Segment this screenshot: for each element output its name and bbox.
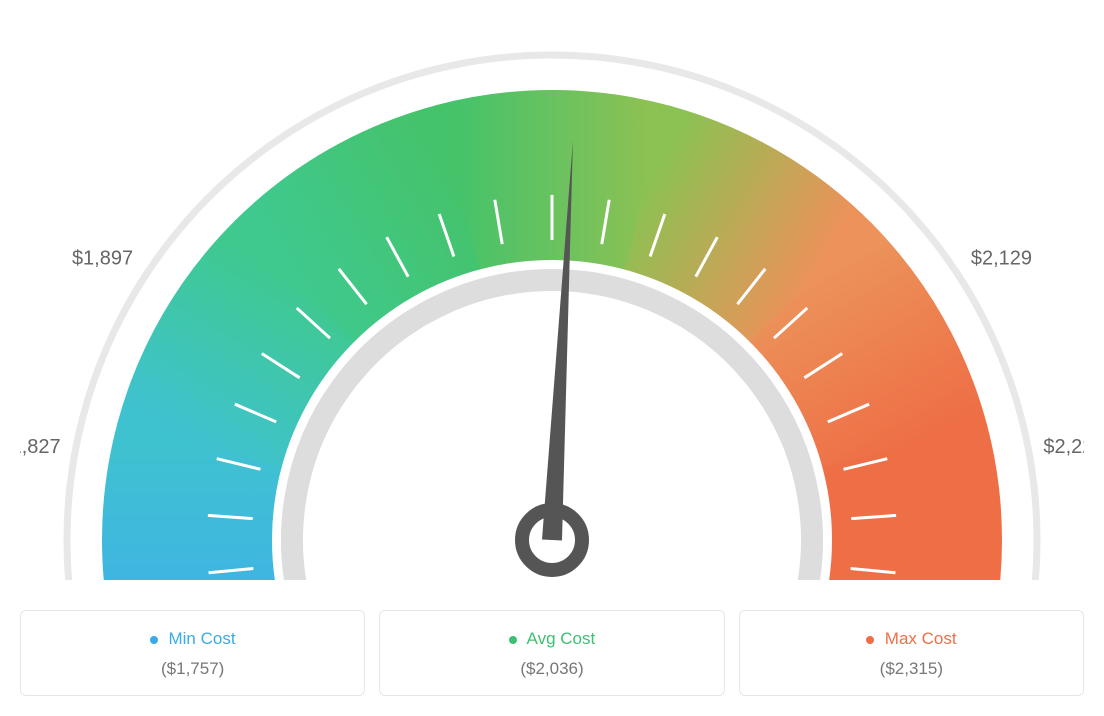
gauge-svg: $1,757$1,827$1,897$2,036$2,129$2,222$2,3… — [20, 20, 1084, 580]
legend-label-avg: Avg Cost — [527, 629, 596, 648]
legend-value-max: ($2,315) — [750, 659, 1073, 679]
legend-dot-max — [866, 636, 874, 644]
gauge-tick-label-1: $1,827 — [20, 436, 61, 458]
legend-label-min: Min Cost — [168, 629, 235, 648]
legend-dot-avg — [509, 636, 517, 644]
legend-card-avg: Avg Cost ($2,036) — [379, 610, 724, 696]
legend-card-min: Min Cost ($1,757) — [20, 610, 365, 696]
legend-dot-min — [150, 636, 158, 644]
legend-title-min: Min Cost — [31, 629, 354, 649]
gauge-tick-label-4: $2,129 — [971, 247, 1032, 269]
legend-title-avg: Avg Cost — [390, 629, 713, 649]
gauge-tick-label-5: $2,222 — [1043, 436, 1084, 458]
cost-gauge-chart: $1,757$1,827$1,897$2,036$2,129$2,222$2,3… — [20, 20, 1084, 696]
gauge-svg-container: $1,757$1,827$1,897$2,036$2,129$2,222$2,3… — [20, 20, 1084, 580]
legend-title-max: Max Cost — [750, 629, 1073, 649]
legend-row: Min Cost ($1,757) Avg Cost ($2,036) Max … — [20, 610, 1084, 696]
gauge-tick-label-2: $1,897 — [72, 247, 133, 269]
legend-value-min: ($1,757) — [31, 659, 354, 679]
legend-label-max: Max Cost — [885, 629, 957, 648]
legend-card-max: Max Cost ($2,315) — [739, 610, 1084, 696]
legend-value-avg: ($2,036) — [390, 659, 713, 679]
